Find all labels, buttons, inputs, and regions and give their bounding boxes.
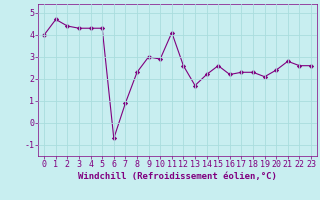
X-axis label: Windchill (Refroidissement éolien,°C): Windchill (Refroidissement éolien,°C) <box>78 172 277 181</box>
